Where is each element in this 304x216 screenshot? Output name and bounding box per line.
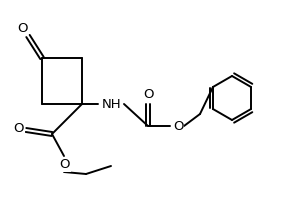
Text: O: O: [14, 122, 24, 135]
Text: O: O: [143, 89, 153, 102]
Text: NH: NH: [102, 97, 122, 111]
Text: O: O: [17, 22, 27, 35]
Text: O: O: [60, 159, 70, 172]
Text: O: O: [173, 119, 183, 132]
